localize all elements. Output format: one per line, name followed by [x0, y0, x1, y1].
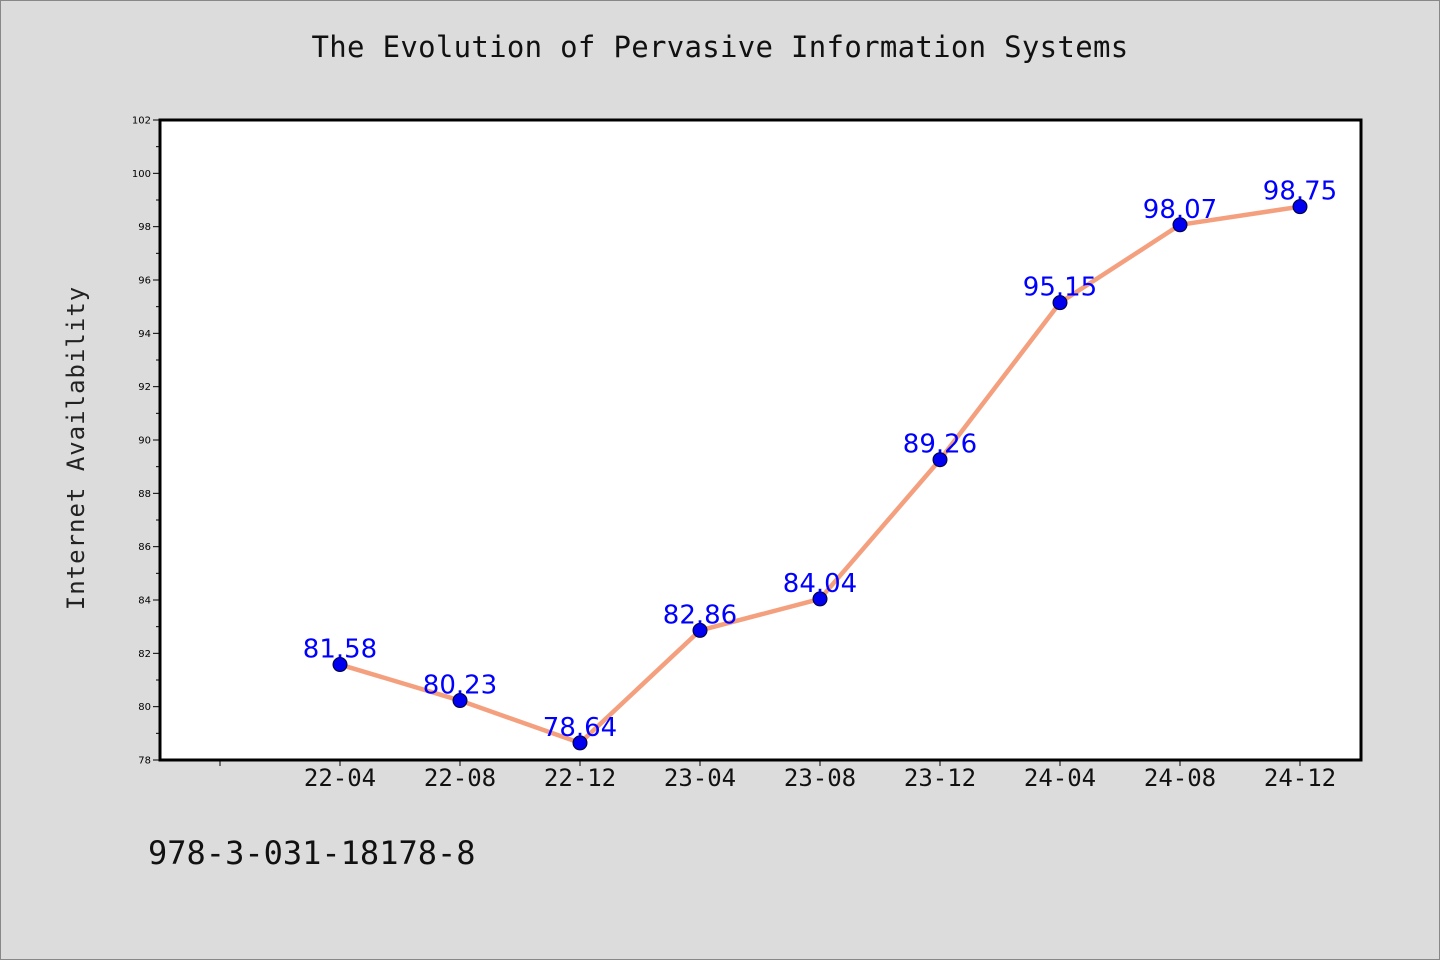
y-tick-label: 92: [138, 382, 151, 393]
data-label: 98.75: [1263, 177, 1337, 207]
y-tick-label: 94: [138, 329, 151, 340]
data-label: 98.07: [1143, 195, 1217, 225]
isbn-footer: 978-3-031-18178-8: [148, 834, 476, 872]
data-label: 84.04: [783, 569, 857, 599]
x-tick-label: 24-04: [1024, 764, 1096, 792]
x-tick-label: 23-04: [664, 764, 736, 792]
data-label: 95.15: [1023, 273, 1097, 303]
data-point: [332, 657, 348, 673]
x-tick-label: 22-04: [304, 764, 376, 792]
y-tick-label: 98: [138, 222, 151, 233]
y-tick-label: 90: [138, 436, 151, 447]
data-label: 89.26: [903, 430, 977, 460]
data-label: 82.86: [663, 600, 737, 630]
data-point: [812, 591, 828, 607]
data-label: 78.64: [543, 713, 617, 743]
chart-title: The Evolution of Pervasive Information S…: [311, 30, 1129, 64]
data-point: [1292, 199, 1308, 215]
plot-area: [160, 120, 1361, 760]
y-tick-label: 78: [138, 756, 151, 767]
plot-border: [158, 118, 1363, 762]
y-tick-label: 100: [132, 169, 151, 180]
data-point: [1052, 295, 1068, 311]
data-point: [692, 622, 708, 638]
y-tick-label: 88: [138, 489, 151, 500]
y-tick-label: 84: [138, 596, 151, 607]
data-label: 81.58: [303, 635, 377, 665]
y-tick-label: 86: [138, 542, 151, 553]
x-tick-label: 23-12: [904, 764, 976, 792]
x-tick-label: 22-12: [544, 764, 616, 792]
y-tick-label: 82: [138, 649, 151, 660]
data-point: [572, 735, 588, 751]
x-tick-label: 24-08: [1144, 764, 1216, 792]
data-point: [452, 693, 468, 709]
x-tick-label: 24-12: [1264, 764, 1336, 792]
data-point: [1172, 217, 1188, 233]
y-tick-label: 96: [138, 276, 151, 287]
x-tick-label: 22-08: [424, 764, 496, 792]
y-tick-label: 80: [138, 702, 151, 713]
data-label: 80.23: [423, 671, 497, 701]
x-tick-label: 23-08: [784, 764, 856, 792]
data-point: [932, 452, 948, 468]
y-tick-label: 102: [132, 116, 151, 127]
